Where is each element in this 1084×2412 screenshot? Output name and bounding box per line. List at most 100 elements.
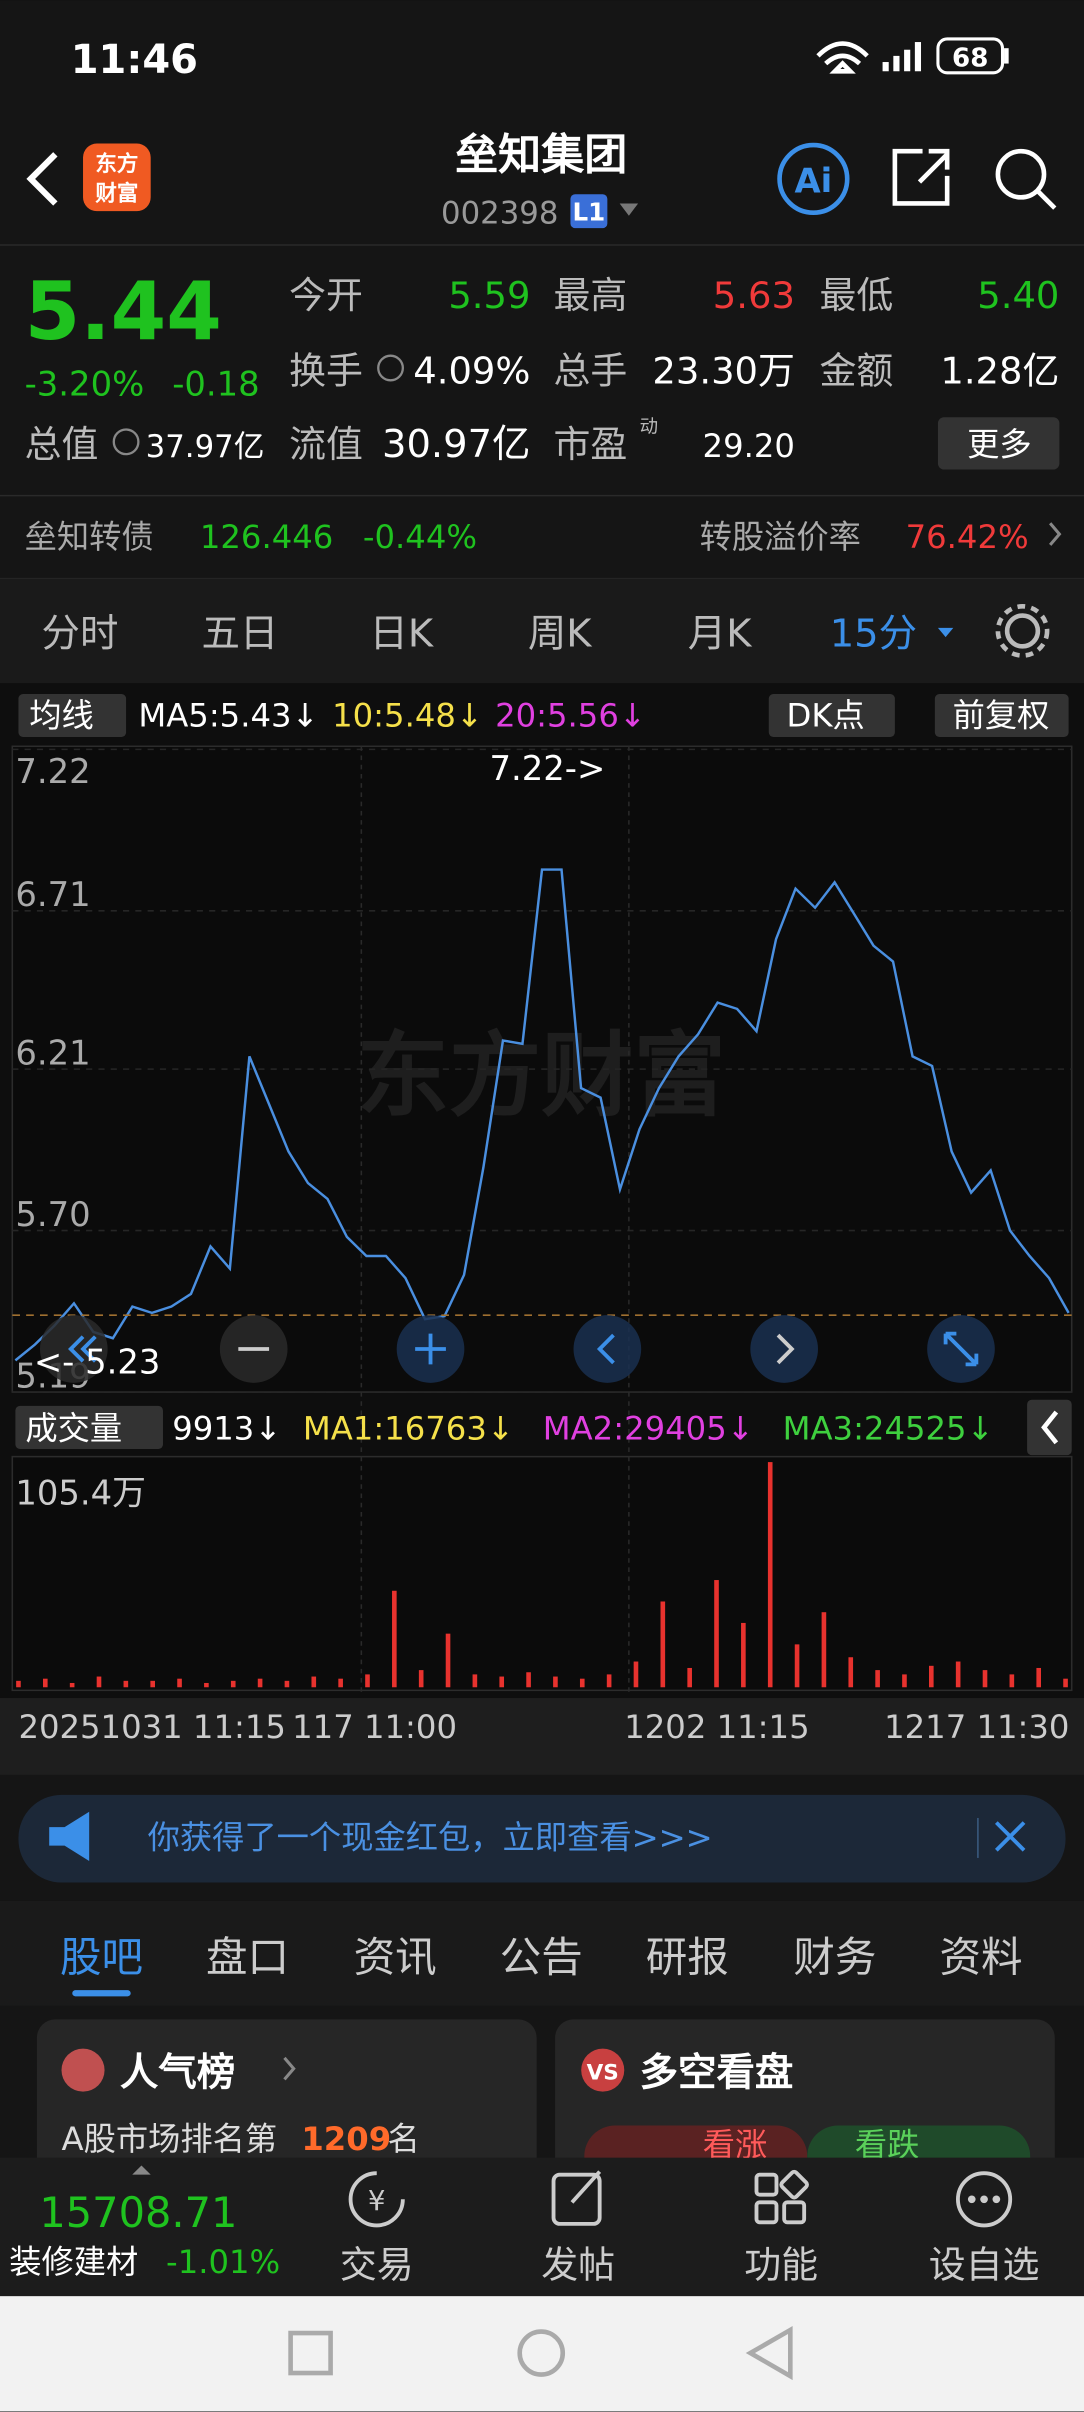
volume-bar	[579, 1678, 585, 1688]
wifi-icon	[816, 41, 869, 74]
card-rank: 1209	[301, 2120, 391, 2158]
stock-name: 垒知集团	[455, 131, 627, 181]
volume-bar	[204, 1682, 209, 1688]
ma-button[interactable]	[18, 693, 127, 738]
period-tab[interactable]: 分时	[42, 611, 119, 656]
min-label: <- 5.23	[34, 1343, 161, 1382]
y-tick-label: 6.21	[15, 1033, 90, 1072]
collapse-button[interactable]	[1027, 1399, 1072, 1456]
volume-bar	[794, 1644, 800, 1688]
settings-button[interactable]	[1004, 613, 1041, 649]
volume-bar	[553, 1676, 558, 1688]
section-tab[interactable]: 财务	[793, 1933, 876, 1982]
section-tab[interactable]: 资讯	[354, 1933, 437, 1982]
chart-control[interactable]	[573, 1315, 642, 1383]
app-logo	[83, 143, 151, 212]
max-label: 7.22->	[489, 749, 605, 788]
period-tab[interactable]: 15分	[830, 611, 917, 656]
index-name: 装修建材	[9, 2243, 138, 2281]
volume-ma3: MA3:24525↓	[783, 1410, 994, 1448]
index-change: -1.01%	[166, 2243, 280, 2281]
system-nav	[0, 2296, 1084, 2412]
control-icon	[415, 1333, 446, 1365]
y-tick-label: 5.70	[15, 1195, 90, 1234]
volume-bar	[1063, 1678, 1068, 1688]
section-tab[interactable]: 盘口	[206, 1933, 289, 1982]
yen-symbol: ¥	[368, 2184, 386, 2217]
field-label: 总手	[554, 349, 628, 392]
banner[interactable]	[18, 1794, 1066, 1883]
close-button[interactable]	[994, 1821, 1026, 1852]
recents-button[interactable]	[288, 2330, 333, 2376]
volume-bar	[230, 1680, 236, 1688]
dk-button[interactable]	[768, 693, 895, 738]
card-text: A股市场排名第	[62, 2120, 278, 2158]
post-icon[interactable]	[551, 2172, 602, 2226]
card-icon	[61, 2048, 105, 2092]
period-tab[interactable]: 月K	[688, 611, 752, 656]
bottom-item[interactable]: 功能	[744, 2244, 818, 2287]
info-icon[interactable]	[112, 428, 140, 456]
search-button[interactable]	[995, 148, 1047, 200]
card-icon	[581, 2048, 625, 2092]
more-button[interactable]	[937, 417, 1060, 470]
tab-bar	[0, 578, 1084, 684]
chart-control[interactable]	[39, 1315, 108, 1383]
back-button[interactable]	[26, 152, 58, 206]
volume-indicator-button[interactable]	[15, 1405, 163, 1449]
collapse-icon	[1041, 1410, 1059, 1445]
chart-control[interactable]	[750, 1315, 818, 1383]
section-tab[interactable]: 资料	[939, 1933, 1022, 1982]
back-nav-button[interactable]	[745, 2325, 793, 2381]
volume-bar	[123, 1680, 129, 1688]
share-button[interactable]	[892, 148, 950, 206]
field-label: 今开	[289, 274, 363, 317]
home-button[interactable]	[517, 2329, 566, 2377]
volume-bar	[499, 1676, 505, 1688]
dropdown-arrow	[937, 627, 954, 638]
function-icon[interactable]	[754, 2169, 809, 2225]
volume-bar	[687, 1667, 692, 1688]
section-tab[interactable]: 研报	[646, 1933, 729, 1982]
section-tab[interactable]: 股吧	[60, 1933, 143, 1982]
bond-price: 126.446	[200, 518, 333, 556]
field-label: 市盈	[554, 423, 628, 466]
settings-gear	[995, 604, 1050, 658]
battery-cap	[1004, 48, 1009, 64]
ai-icon: Ai	[795, 162, 833, 201]
volume-now: 9913↓	[172, 1410, 281, 1448]
period-tab[interactable]: 日K	[369, 611, 433, 656]
period-tab[interactable]: 周K	[528, 611, 592, 656]
volume-ma2: MA2:29405↓	[543, 1410, 754, 1448]
y-tick-label: 7.22	[15, 752, 90, 791]
bond-change: -0.44%	[363, 518, 477, 556]
volume-bar	[875, 1670, 880, 1688]
volume-bar	[848, 1657, 854, 1688]
bottom-item[interactable]: 发帖	[541, 2244, 615, 2287]
premium-value: 76.42%	[906, 518, 1029, 556]
dots	[967, 2195, 1001, 2204]
volume-bar	[1009, 1674, 1015, 1688]
adjust-button[interactable]	[934, 693, 1069, 738]
volume-bar	[257, 1678, 263, 1688]
logo-text: 财富	[95, 180, 138, 206]
card[interactable]	[36, 2019, 537, 2189]
field-label: 换手	[289, 349, 363, 392]
bottom-item[interactable]: 交易	[340, 2244, 414, 2287]
info-icon[interactable]	[377, 354, 405, 382]
ma5: MA5:5.43↓	[138, 696, 318, 734]
trade-icon[interactable]	[348, 2171, 405, 2228]
watchlist-icon[interactable]	[955, 2171, 1013, 2228]
stock-code: 002398	[441, 195, 558, 231]
volume-bar	[714, 1580, 719, 1688]
search-handle	[1036, 189, 1057, 210]
period-tab[interactable]: 五日	[201, 611, 278, 656]
field-label: 总值	[25, 423, 99, 466]
bottom-item[interactable]: 设自选	[929, 2244, 1040, 2287]
tab-underline	[72, 1990, 131, 1997]
volume-bar	[338, 1678, 343, 1688]
field-label: 最高	[554, 274, 628, 317]
section-tab[interactable]: 公告	[500, 1933, 583, 1982]
volume-chart-area	[11, 1455, 1073, 1692]
ai-button[interactable]	[777, 142, 850, 216]
